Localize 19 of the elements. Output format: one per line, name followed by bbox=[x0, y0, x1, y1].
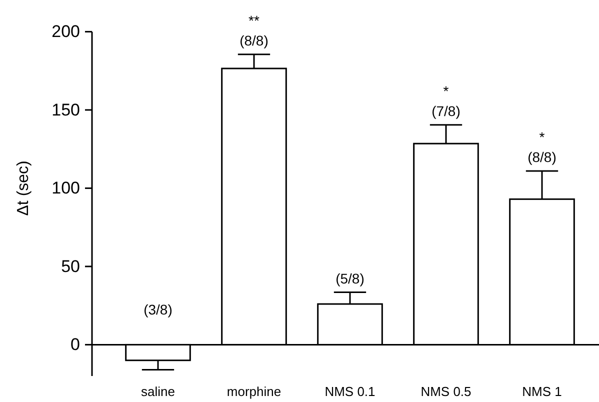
annotation: ** bbox=[248, 12, 260, 28]
y-tick-label: 100 bbox=[52, 178, 80, 198]
y-tick-label: 0 bbox=[70, 335, 80, 354]
x-tick-label: saline bbox=[141, 384, 175, 399]
x-tick-label: morphine bbox=[226, 384, 282, 399]
annotation: (3/8) bbox=[144, 302, 172, 318]
annotation: * bbox=[443, 82, 450, 99]
y-tick-label: 50 bbox=[61, 256, 80, 276]
y-axis-title: Δt (sec) bbox=[15, 160, 32, 216]
annotation: * bbox=[539, 128, 546, 145]
annotation: (8/8) bbox=[528, 148, 556, 165]
x-tick-label: NMS 1 bbox=[522, 384, 562, 399]
annotation: (5/8) bbox=[336, 270, 364, 286]
y-tick-label: 150 bbox=[52, 100, 80, 120]
x-tick-label: NMS 0.1 bbox=[324, 384, 376, 399]
x-tick-label: NMS 0.5 bbox=[420, 384, 472, 399]
annotation: (7/8) bbox=[432, 102, 460, 119]
y-tick-label: 200 bbox=[52, 22, 80, 42]
annotation: (8/8) bbox=[240, 32, 268, 48]
